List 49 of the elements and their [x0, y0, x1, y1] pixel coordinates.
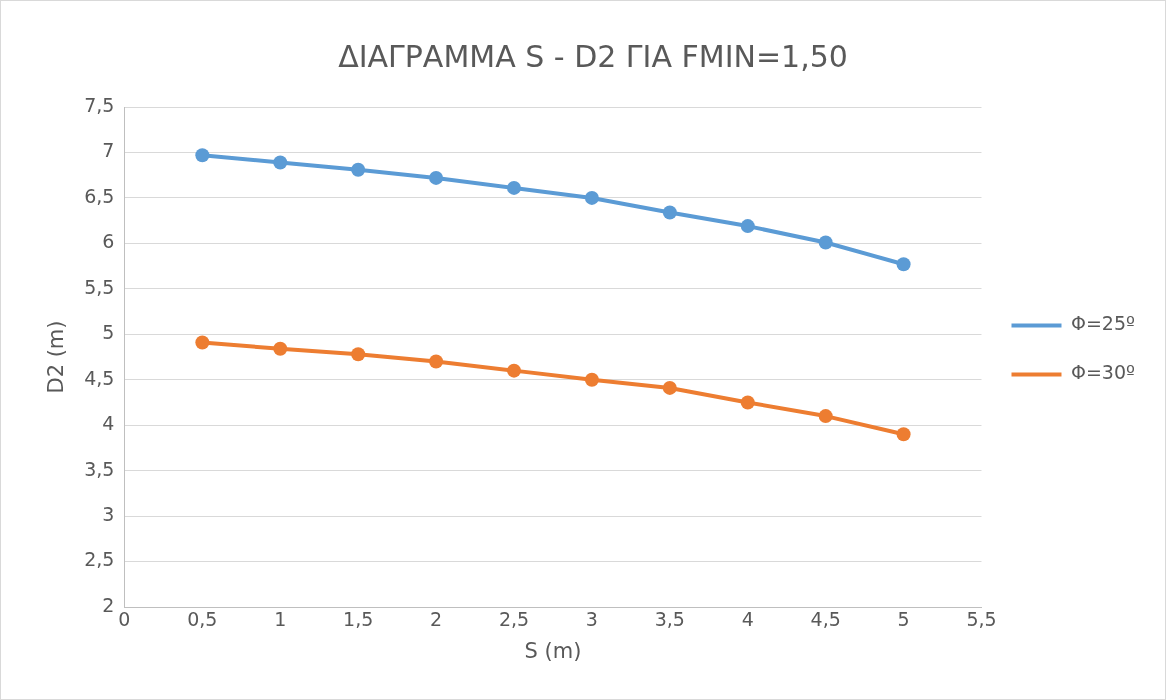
y-tick-label: 4 — [102, 412, 115, 435]
point — [896, 427, 911, 442]
y-tick-label: 3,5 — [84, 457, 115, 480]
y-tick-label: 7,5 — [84, 93, 115, 116]
legend-label: Φ=30º — [1071, 361, 1136, 384]
point — [818, 409, 833, 424]
point — [507, 180, 521, 195]
x-tick-label: 1 — [274, 608, 287, 631]
legend-label: Φ=25º — [1071, 312, 1136, 335]
y-tick-label: 6,5 — [84, 184, 115, 207]
point — [507, 363, 521, 378]
point — [429, 354, 444, 369]
y-tick-label: 2,5 — [84, 548, 115, 571]
x-tick-label: 1,5 — [343, 608, 374, 631]
x-axis-title: S (m) — [524, 638, 582, 663]
x-tick-label: 3,5 — [654, 608, 685, 631]
point — [584, 190, 599, 205]
y-axis-title: D2 (m) — [44, 320, 69, 394]
y-tick-label: 6 — [102, 230, 115, 253]
point — [351, 162, 366, 177]
point — [584, 372, 599, 387]
x-tick-label: 5,5 — [966, 608, 997, 631]
x-tick-label: 4 — [741, 608, 754, 631]
x-tick-label: 3 — [585, 608, 598, 631]
x-tick-label: 0,5 — [187, 608, 218, 631]
y-tick-label: 5 — [102, 321, 115, 344]
point — [896, 257, 911, 272]
point — [662, 205, 677, 220]
point — [740, 395, 755, 410]
point — [273, 341, 288, 356]
point — [662, 380, 677, 395]
x-tick-label: 5 — [897, 608, 910, 631]
x-tick-label: 4,5 — [810, 608, 841, 631]
point — [740, 219, 755, 234]
y-tick-label: 4,5 — [84, 366, 115, 389]
point — [195, 335, 210, 350]
point — [195, 148, 210, 163]
y-tick-label: 7 — [102, 139, 115, 162]
x-tick-label: 0 — [118, 608, 131, 631]
y-tick-label: 3 — [102, 503, 115, 526]
point — [273, 155, 288, 170]
y-tick-label: 2 — [102, 593, 115, 616]
point — [429, 170, 444, 185]
point — [818, 235, 833, 250]
chart-title: ΔΙΑΓΡΑΜΜΑ S - D2 ΓΙΑ FMIN=1,50 — [338, 38, 848, 74]
x-tick-label: 2 — [430, 608, 443, 631]
x-tick-label: 2,5 — [498, 608, 530, 631]
y-tick-label: 5,5 — [84, 275, 115, 298]
point — [351, 347, 366, 362]
